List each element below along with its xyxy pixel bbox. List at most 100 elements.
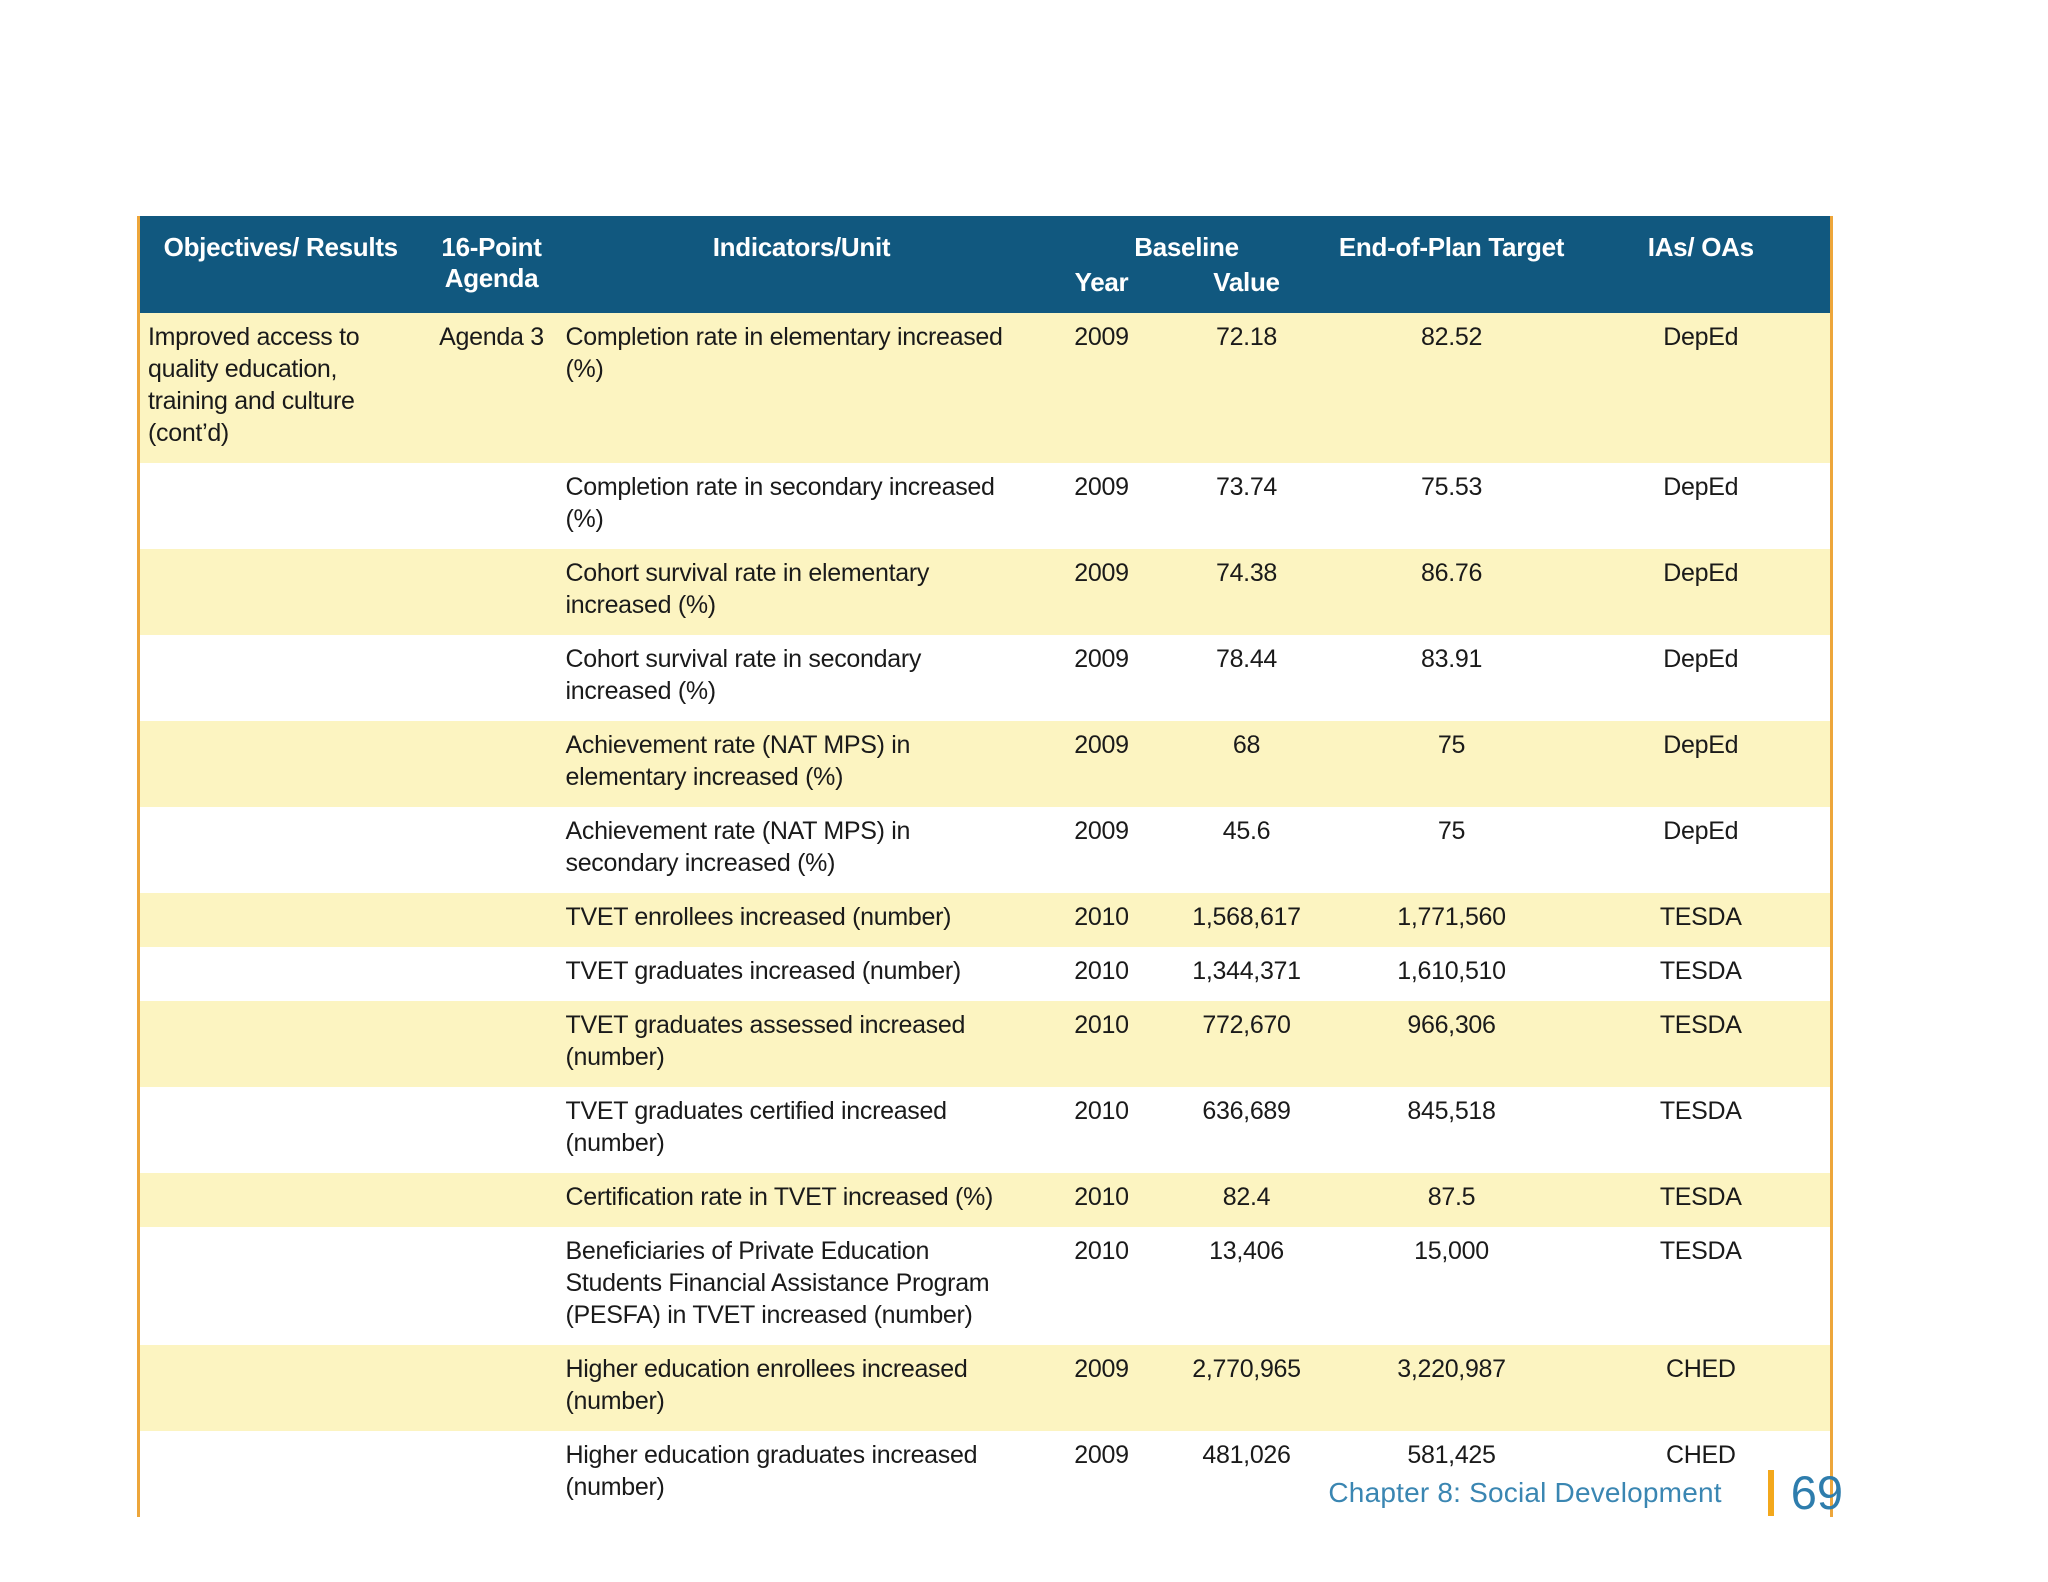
cell-agenda: [421, 1345, 562, 1431]
cell-indicator: Beneficiaries of Private Education Stude…: [561, 1227, 1042, 1345]
table-header: Objectives/ Results 16-Point Agenda Indi…: [138, 216, 1832, 313]
col-header-ias: IAs/ OAs: [1571, 216, 1832, 313]
cell-objectives: [138, 463, 422, 549]
col-header-indicators: Indicators/Unit: [561, 216, 1042, 313]
cell-target: 1,610,510: [1331, 947, 1572, 1001]
table-row: Higher education graduates increased (nu…: [138, 1431, 1832, 1517]
cell-value: 13,406: [1161, 1227, 1332, 1345]
cell-objectives: [138, 721, 422, 807]
cell-value: 68: [1161, 721, 1332, 807]
cell-indicator: Higher education graduates increased (nu…: [561, 1431, 1042, 1517]
col-header-year: Year: [1041, 265, 1162, 313]
cell-target: 87.5: [1331, 1173, 1572, 1227]
table-row: TVET enrollees increased (number) 2010 1,5…: [138, 893, 1832, 947]
cell-target: 581,425: [1331, 1431, 1572, 1517]
cell-ia: DepEd: [1571, 807, 1832, 893]
cell-ia: TESDA: [1571, 1227, 1832, 1345]
cell-agenda: [421, 947, 562, 1001]
cell-target: 966,306: [1331, 1001, 1572, 1087]
cell-value: 74.38: [1161, 549, 1332, 635]
cell-objectives: [138, 1345, 422, 1431]
cell-value: 82.4: [1161, 1173, 1332, 1227]
cell-agenda: [421, 1001, 562, 1087]
cell-target: 82.52: [1331, 313, 1572, 463]
cell-value: 481,026: [1161, 1431, 1332, 1517]
cell-ia: DepEd: [1571, 721, 1832, 807]
cell-agenda: [421, 893, 562, 947]
cell-year: 2009: [1041, 313, 1162, 463]
cell-value: 1,568,617: [1161, 893, 1332, 947]
cell-ia: DepEd: [1571, 313, 1832, 463]
cell-ia: DepEd: [1571, 549, 1832, 635]
cell-target: 1,771,560: [1331, 893, 1572, 947]
cell-objectives: [138, 893, 422, 947]
cell-year: 2010: [1041, 1173, 1162, 1227]
col-header-agenda: 16-Point Agenda: [421, 216, 562, 313]
cell-agenda: Agenda 3: [421, 313, 562, 463]
cell-value: 45.6: [1161, 807, 1332, 893]
cell-objectives: [138, 1001, 422, 1087]
cell-year: 2009: [1041, 463, 1162, 549]
chapter-title: Chapter 8: Social Development: [1328, 1476, 1722, 1508]
cell-ia: TESDA: [1571, 893, 1832, 947]
table-row: Beneficiaries of Private Education Stude…: [138, 1227, 1832, 1345]
cell-objectives: [138, 549, 422, 635]
cell-objectives: [138, 1431, 422, 1517]
cell-indicator: Cohort survival rate in secondary increa…: [561, 635, 1042, 721]
cell-year: 2010: [1041, 1001, 1162, 1087]
table-row: Cohort survival rate in secondary increa…: [138, 635, 1832, 721]
cell-ia: TESDA: [1571, 1001, 1832, 1087]
cell-value: 636,689: [1161, 1087, 1332, 1173]
col-header-target: End-of-Plan Target: [1331, 216, 1572, 313]
cell-value: 1,344,371: [1161, 947, 1332, 1001]
cell-agenda: [421, 807, 562, 893]
cell-indicator: TVET graduates assessed increased (numbe…: [561, 1001, 1042, 1087]
cell-objectives: [138, 807, 422, 893]
cell-ia: TESDA: [1571, 1173, 1832, 1227]
cell-value: 772,670: [1161, 1001, 1332, 1087]
cell-year: 2010: [1041, 1227, 1162, 1345]
cell-objectives: Improved access to quality education, tr…: [138, 313, 422, 463]
cell-ia: DepEd: [1571, 635, 1832, 721]
cell-year: 2009: [1041, 1431, 1162, 1517]
cell-objectives: [138, 947, 422, 1001]
cell-indicator: TVET enrollees increased (number): [561, 893, 1042, 947]
cell-year: 2009: [1041, 1345, 1162, 1431]
cell-target: 75: [1331, 721, 1572, 807]
cell-target: 3,220,987: [1331, 1345, 1572, 1431]
page-footer: Chapter 8: Social Development 69: [1328, 1469, 1843, 1516]
cell-indicator: Cohort survival rate in elementary incre…: [561, 549, 1042, 635]
cell-ia: TESDA: [1571, 1087, 1832, 1173]
cell-ia: TESDA: [1571, 947, 1832, 1001]
table-row: TVET graduates assessed increased (numbe…: [138, 1001, 1832, 1087]
cell-indicator: Completion rate in secondary increased (…: [561, 463, 1042, 549]
cell-agenda: [421, 549, 562, 635]
cell-agenda: [421, 463, 562, 549]
cell-agenda: [421, 1087, 562, 1173]
cell-indicator: TVET graduates increased (number): [561, 947, 1042, 1001]
cell-objectives: [138, 635, 422, 721]
col-header-objectives: Objectives/ Results: [138, 216, 422, 313]
cell-agenda: [421, 1431, 562, 1517]
cell-objectives: [138, 1227, 422, 1345]
cell-value: 2,770,965: [1161, 1345, 1332, 1431]
cell-ia: CHED: [1571, 1345, 1832, 1431]
table-row: Achievement rate (NAT MPS) in elementary…: [138, 721, 1832, 807]
cell-target: 15,000: [1331, 1227, 1572, 1345]
table-row: Certification rate in TVET increased (%)…: [138, 1173, 1832, 1227]
cell-agenda: [421, 1227, 562, 1345]
cell-target: 845,518: [1331, 1087, 1572, 1173]
cell-indicator: TVET graduates certified increased (numb…: [561, 1087, 1042, 1173]
cell-indicator: Achievement rate (NAT MPS) in secondary …: [561, 807, 1042, 893]
col-header-value: Value: [1161, 265, 1332, 313]
cell-value: 72.18: [1161, 313, 1332, 463]
cell-objectives: [138, 1087, 422, 1173]
col-header-baseline: Baseline: [1041, 216, 1332, 265]
cell-year: 2009: [1041, 807, 1162, 893]
cell-year: 2009: [1041, 549, 1162, 635]
table-body: Improved access to quality education, tr…: [138, 313, 1832, 1517]
table-row: Cohort survival rate in elementary incre…: [138, 549, 1832, 635]
cell-indicator: Completion rate in elementary increased …: [561, 313, 1042, 463]
table-row: Higher education enrollees increased (nu…: [138, 1345, 1832, 1431]
cell-target: 86.76: [1331, 549, 1572, 635]
